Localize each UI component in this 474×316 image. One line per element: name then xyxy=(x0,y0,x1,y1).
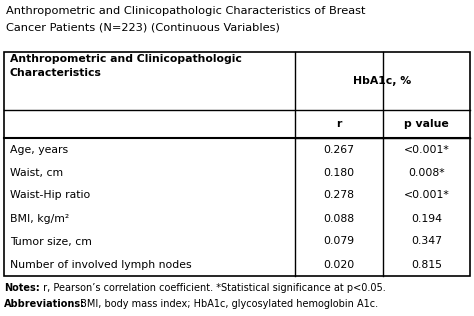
Text: BMI, body mass index; HbA1c, glycosylated hemoglobin A1c.: BMI, body mass index; HbA1c, glycosylate… xyxy=(77,299,378,309)
Text: 0.088: 0.088 xyxy=(323,214,355,223)
Text: HbA1c, %: HbA1c, % xyxy=(354,76,411,86)
Text: Characteristics: Characteristics xyxy=(10,68,102,77)
Text: 0.180: 0.180 xyxy=(323,167,355,178)
Text: 0.008*: 0.008* xyxy=(408,167,445,178)
Text: p value: p value xyxy=(404,119,449,129)
Text: r, Pearson’s correlation coefficient. *Statistical significance at p<0.05.: r, Pearson’s correlation coefficient. *S… xyxy=(40,283,386,293)
Text: Age, years: Age, years xyxy=(10,144,68,155)
Text: Abbreviations:: Abbreviations: xyxy=(4,299,85,309)
Text: 0.815: 0.815 xyxy=(411,259,442,270)
Text: 0.267: 0.267 xyxy=(323,144,355,155)
Text: Notes:: Notes: xyxy=(4,283,40,293)
Text: Number of involved lymph nodes: Number of involved lymph nodes xyxy=(10,259,191,270)
Text: Anthropometric and Clinicopathologic Characteristics of Breast: Anthropometric and Clinicopathologic Cha… xyxy=(6,6,365,16)
Text: Waist, cm: Waist, cm xyxy=(10,167,63,178)
Text: 0.194: 0.194 xyxy=(411,214,442,223)
Text: <0.001*: <0.001* xyxy=(404,191,449,200)
Text: r: r xyxy=(337,119,342,129)
Text: Cancer Patients (N=223) (Continuous Variables): Cancer Patients (N=223) (Continuous Vari… xyxy=(6,22,280,32)
Text: 0.347: 0.347 xyxy=(411,236,442,246)
Text: Tumor size, cm: Tumor size, cm xyxy=(10,236,92,246)
Text: <0.001*: <0.001* xyxy=(404,144,449,155)
Text: BMI, kg/m²: BMI, kg/m² xyxy=(10,214,69,223)
Text: 0.278: 0.278 xyxy=(323,191,355,200)
Text: Waist-Hip ratio: Waist-Hip ratio xyxy=(10,191,90,200)
Text: Anthropometric and Clinicopathologic: Anthropometric and Clinicopathologic xyxy=(10,54,242,64)
Bar xyxy=(4,52,470,276)
Text: 0.079: 0.079 xyxy=(323,236,355,246)
Text: 0.020: 0.020 xyxy=(323,259,355,270)
